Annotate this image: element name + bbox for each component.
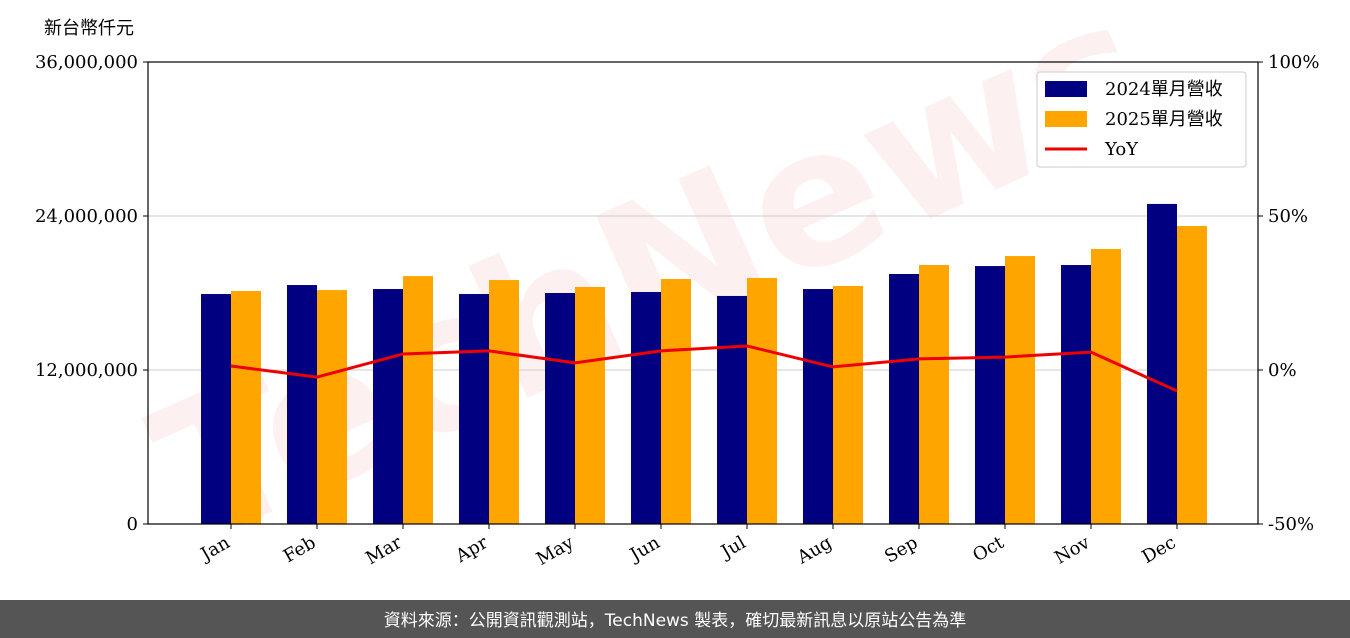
bar xyxy=(1005,256,1035,524)
legend-swatch xyxy=(1045,81,1087,97)
legend-box xyxy=(1036,71,1247,168)
plot-frame xyxy=(147,61,1259,525)
x-tick-label: Oct xyxy=(969,532,1008,567)
bar xyxy=(1061,265,1091,524)
y2-tick-label: -50% xyxy=(1268,514,1314,535)
bar xyxy=(317,290,347,524)
bar xyxy=(889,274,919,524)
x-tick-label: May xyxy=(533,532,578,570)
bar xyxy=(919,265,949,524)
x-tick-label: Sep xyxy=(881,532,921,567)
bar xyxy=(747,277,777,524)
x-tick-label: Aug xyxy=(793,532,836,569)
x-tick-label: Nov xyxy=(1051,532,1094,569)
footer: 資料來源：公開資訊觀測站，TechNews 製表，確切最新訊息以原站公告為準 xyxy=(384,611,966,631)
bar xyxy=(975,266,1005,524)
bar xyxy=(575,286,605,524)
bar xyxy=(545,293,575,524)
bar xyxy=(1091,248,1121,524)
legend-label: 2024單月營收 xyxy=(1105,79,1223,100)
bar xyxy=(631,291,661,524)
legend-label: 2025單月營收 xyxy=(1105,109,1223,130)
x-tick-label: Jun xyxy=(625,532,664,567)
bar xyxy=(231,290,261,524)
y2-tick-label: 100% xyxy=(1268,52,1319,73)
legend-label: YoY xyxy=(1104,139,1139,160)
bar xyxy=(1177,226,1207,524)
y-tick-label: 12,000,000 xyxy=(35,360,138,381)
bar xyxy=(717,295,747,524)
x-tick-label: Dec xyxy=(1139,532,1180,568)
y-tick-label: 24,000,000 xyxy=(35,206,138,227)
line xyxy=(230,344,1178,393)
bar xyxy=(287,285,317,524)
x-tick-label: Jul xyxy=(716,532,750,564)
x-tick-label: Apr xyxy=(451,532,491,567)
bar xyxy=(833,285,863,524)
footer-bar xyxy=(0,600,1350,638)
bar xyxy=(489,280,519,524)
bar xyxy=(403,276,433,524)
bar xyxy=(803,289,833,524)
x-tick-label: Mar xyxy=(362,532,406,569)
y-tick-label: 36,000,000 xyxy=(35,52,138,73)
bar xyxy=(1147,203,1177,525)
unit-label: 新台幣仟元 xyxy=(44,18,134,39)
bar xyxy=(201,294,231,524)
bar xyxy=(661,279,691,524)
y2-tick-label: 0% xyxy=(1268,360,1297,381)
y2-tick-label: 50% xyxy=(1268,206,1308,227)
legend-swatch xyxy=(1045,111,1087,127)
bar xyxy=(459,294,489,524)
y-tick-label: 0 xyxy=(127,514,138,535)
bar xyxy=(373,289,403,524)
